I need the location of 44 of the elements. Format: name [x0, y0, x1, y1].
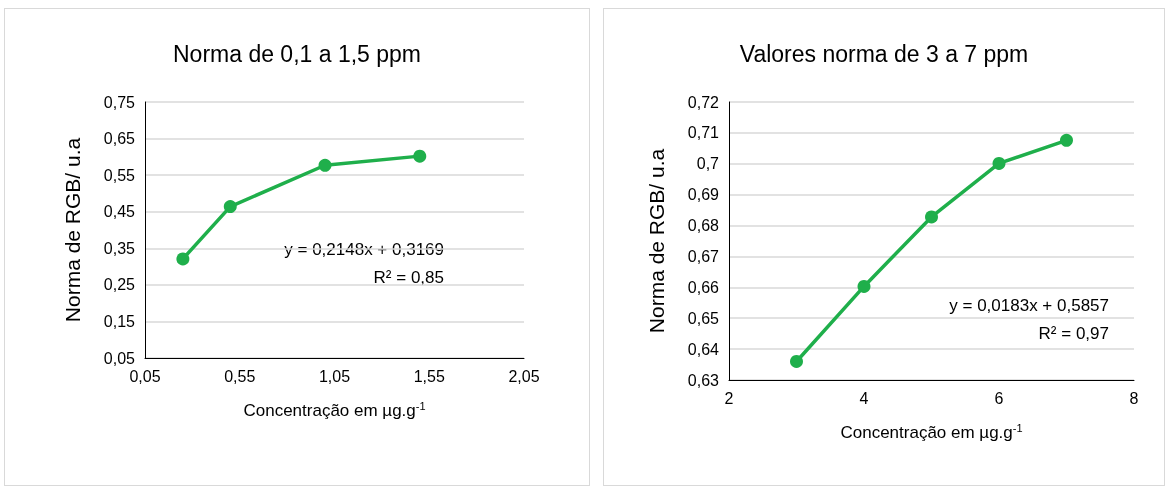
- annotation: y = 0,0183x + 0,5857: [949, 296, 1109, 315]
- x-tick-label: 2,05: [508, 367, 540, 385]
- point: [857, 279, 871, 293]
- point: [992, 156, 1006, 170]
- y-tick-label: 0,35: [103, 239, 136, 257]
- y-tick-label: 0,66: [687, 278, 720, 296]
- chart-title: Valores norma de 3 a 7 ppm: [739, 40, 1029, 67]
- annotation: R² = 0,97: [1038, 324, 1109, 343]
- x-tick-label: 0,05: [129, 367, 161, 385]
- y-tick-label: 0,75: [103, 93, 136, 111]
- y-tick-label: 0,7: [696, 155, 720, 173]
- y-tick-label: 0,71: [687, 124, 720, 142]
- x-tick-label: 0,55: [224, 367, 256, 385]
- point: [413, 149, 427, 163]
- y-tick-label: 0,68: [687, 217, 720, 235]
- y-axis-title: Norma de RGB/ u.a: [645, 148, 668, 334]
- y-tick-label: 0,05: [103, 349, 136, 367]
- chart-title: Norma de 0,1 a 1,5 ppm: [172, 40, 422, 67]
- point: [318, 158, 332, 172]
- y-axis-title: Norma de RGB/ u.a: [61, 137, 84, 323]
- x-tick-label: 2: [724, 389, 734, 407]
- x-tick-label: 6: [994, 389, 1004, 407]
- y-tick-label: 0,72: [687, 93, 720, 111]
- y-tick-label: 0,25: [103, 276, 136, 294]
- point: [176, 252, 190, 266]
- y-tick-label: 0,55: [103, 166, 136, 184]
- point: [223, 200, 237, 214]
- x-tick-label: 8: [1129, 389, 1139, 407]
- point: [1060, 133, 1073, 147]
- y-tick-label: 0,65: [103, 130, 136, 148]
- y-tick-label: 0,63: [687, 371, 720, 389]
- y-tick-label: 0,67: [687, 247, 720, 265]
- y-tick-label: 0,15: [103, 312, 136, 330]
- x-tick-label: 4: [859, 389, 869, 407]
- x-tick-label: 1,05: [318, 367, 351, 385]
- y-tick-label: 0,69: [687, 186, 720, 204]
- point: [790, 354, 803, 368]
- y-tick-label: 0,65: [687, 309, 720, 327]
- annotation: y = 0,2148x + 0,3169: [284, 240, 444, 259]
- y-tick-label: 0,64: [687, 340, 720, 358]
- x-tick-label: 1,55: [413, 367, 445, 385]
- point: [925, 210, 938, 224]
- y-tick-label: 0,45: [103, 203, 136, 221]
- annotation: R² = 0,85: [373, 268, 444, 287]
